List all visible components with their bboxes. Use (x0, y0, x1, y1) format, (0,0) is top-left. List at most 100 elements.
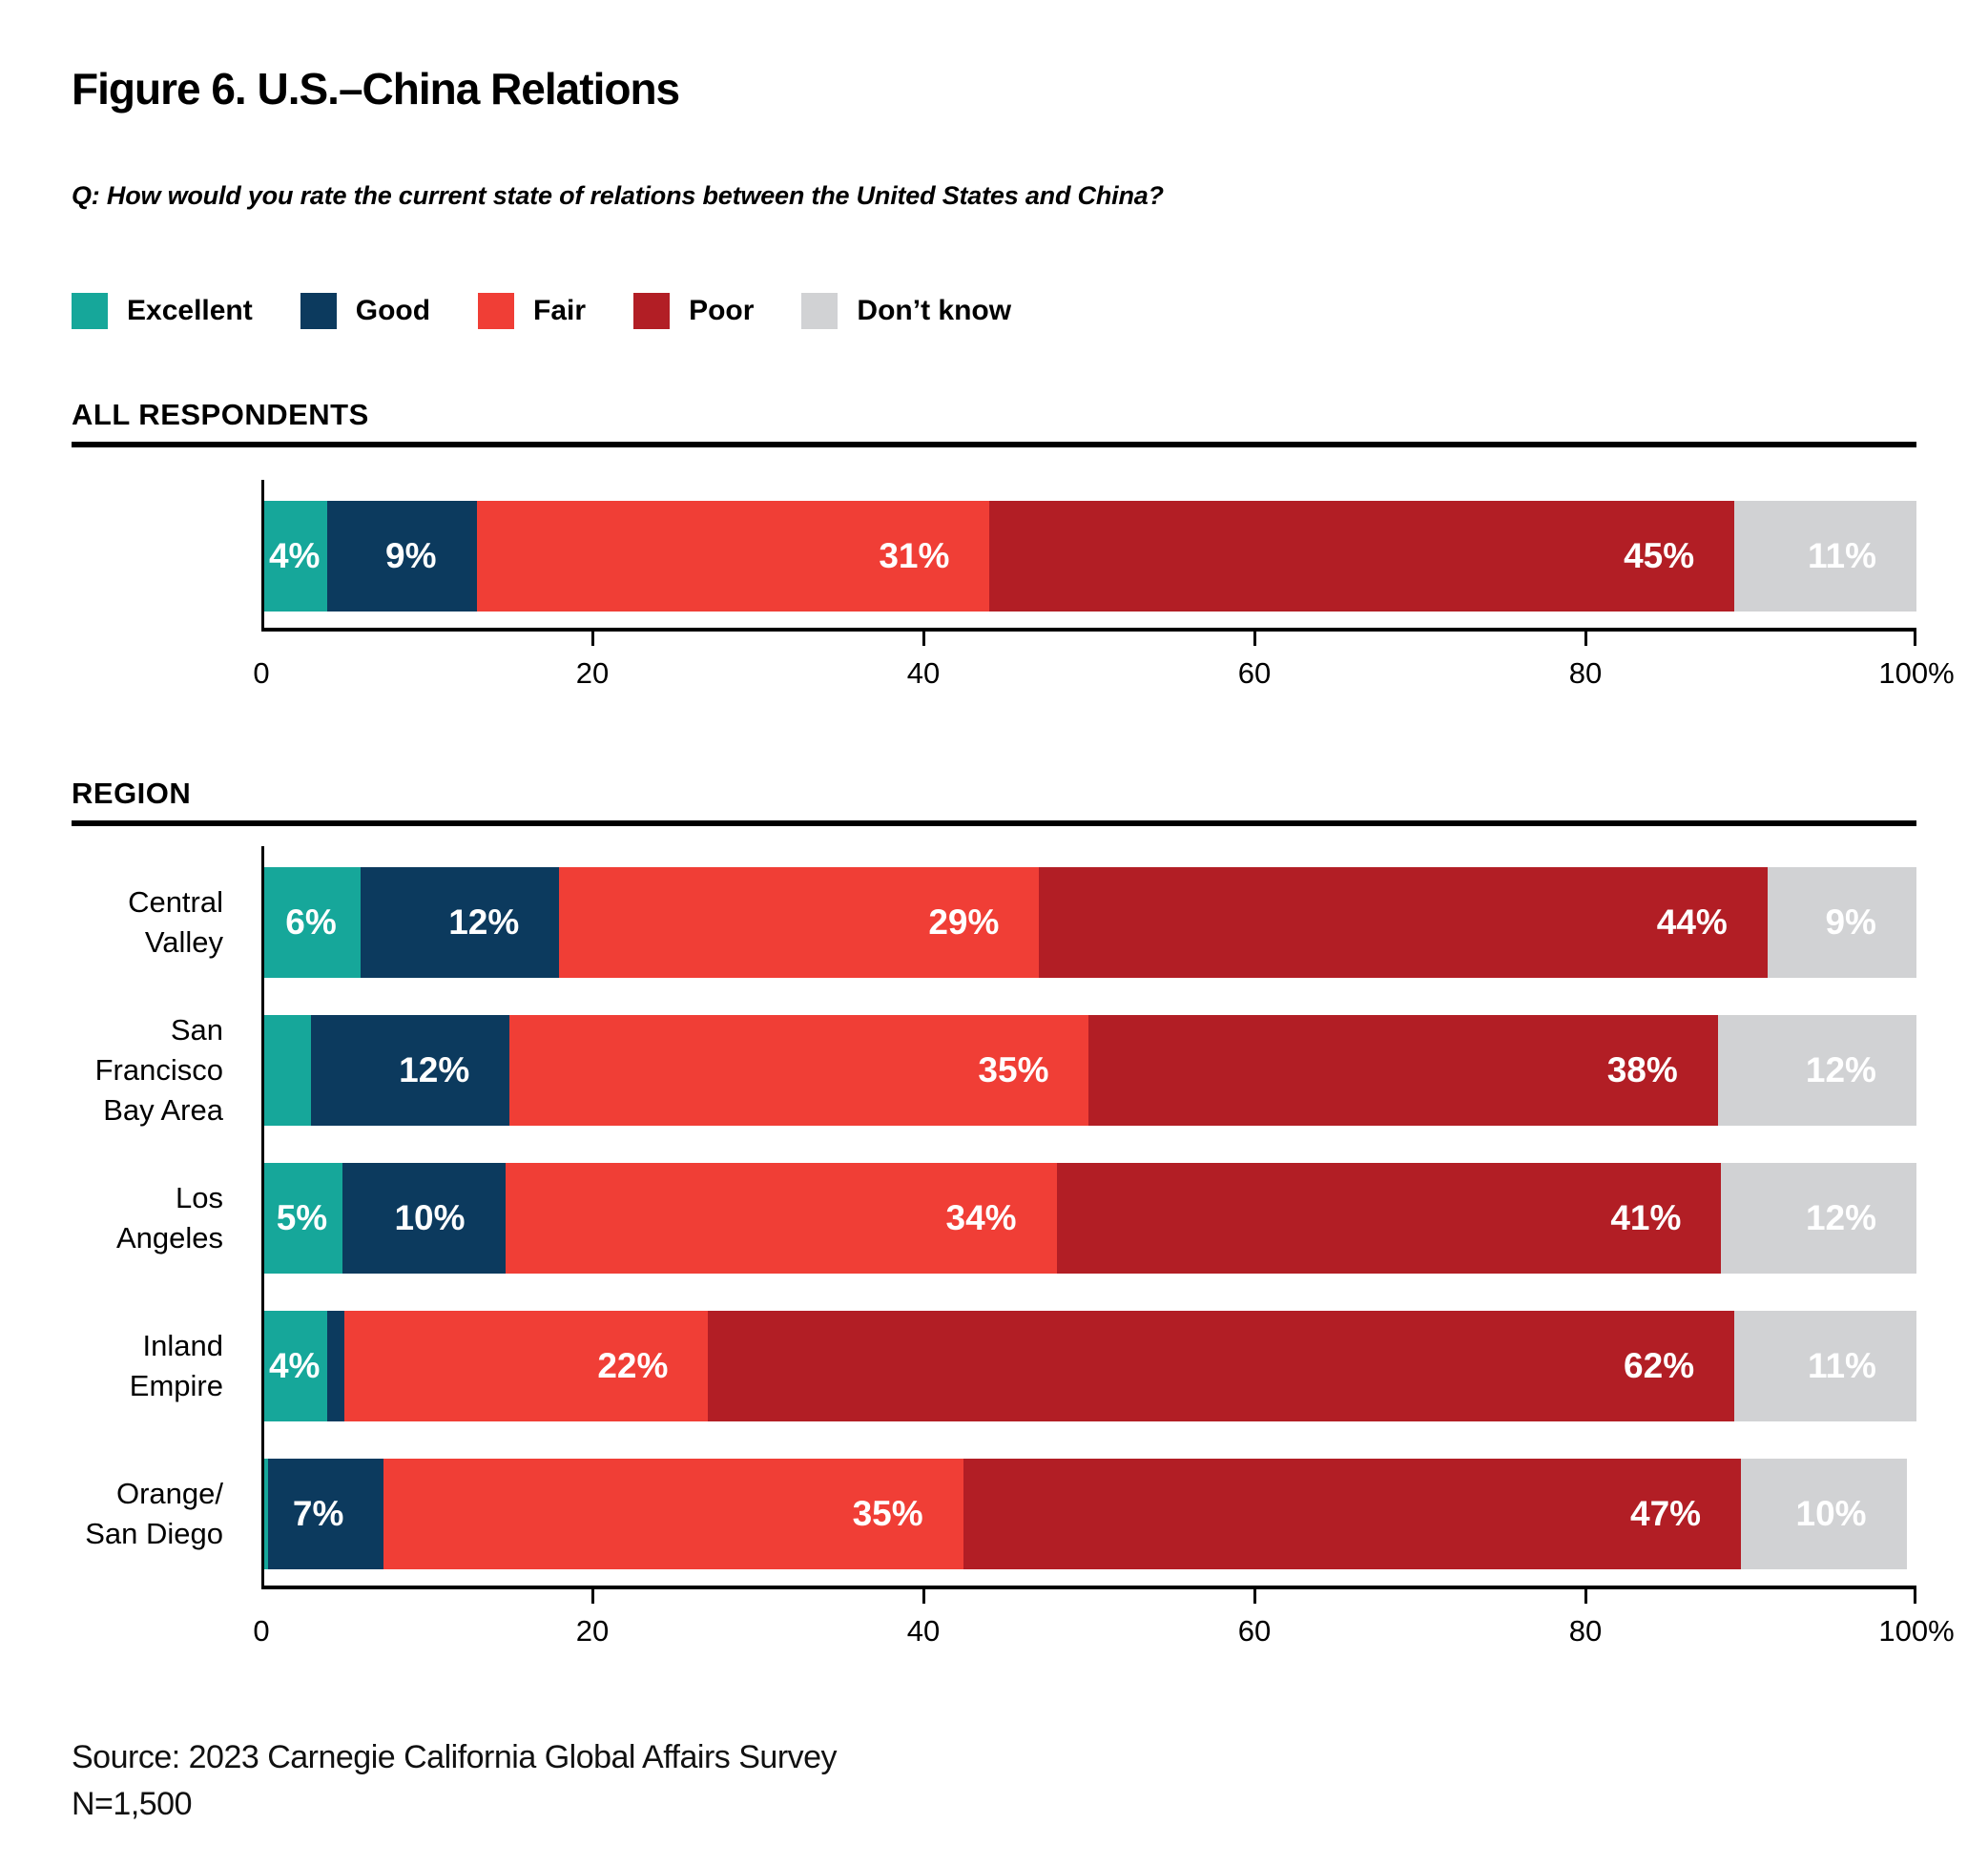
x-axis-tick-label: 0 (253, 1614, 270, 1648)
category-label: San Francisco Bay Area (94, 1013, 223, 1127)
segment-value-label: 9% (1825, 902, 1876, 942)
source-note: Source: 2023 Carnegie California Global … (72, 1734, 1916, 1829)
segment-dont-know: 11% (1734, 1311, 1916, 1421)
segment-poor: 45% (989, 501, 1735, 612)
section-header-region: REGION (72, 777, 192, 810)
x-axis-tick (1914, 1589, 1916, 1604)
segment-dont-know: 11% (1734, 501, 1916, 612)
category-label: Inland Empire (129, 1329, 223, 1402)
legend-item-fair: Fair (478, 293, 586, 329)
category-label: Orange/ San Diego (85, 1477, 223, 1550)
chart-all-respondents: 4% 9% 31% 45% 11% 0 20 40 60 80 100% (72, 480, 1955, 708)
x-axis-tick-label: 20 (575, 656, 610, 690)
legend-label-dont-know: Don’t know (857, 295, 1012, 326)
x-axis-tick-label: 100% (1878, 656, 1955, 690)
x-axis-tick (1584, 632, 1587, 646)
x-axis-line (261, 628, 1916, 632)
segment-value-label: 12% (1805, 1050, 1876, 1089)
segment-excellent: 6% (261, 867, 362, 978)
segment-fair: 35% (383, 1459, 963, 1569)
sample-size: N=1,500 (72, 1786, 193, 1823)
x-axis-tick (1584, 1589, 1587, 1604)
stacked-bar: 12% 35% 38% 12% (261, 1015, 1916, 1126)
segment-value-label: 35% (978, 1050, 1049, 1089)
segment-good: 12% (311, 1015, 510, 1126)
segment-fair: 31% (476, 501, 990, 612)
segment-fair: 34% (505, 1163, 1057, 1274)
x-axis-tick-label: 60 (1237, 1614, 1272, 1648)
legend-swatch-good (300, 293, 337, 329)
segment-value-label: 10% (394, 1198, 466, 1237)
segment-dont-know: 12% (1721, 1163, 1917, 1274)
section-region: REGION Central Valley 6% 12% 29% 44% 9% San Fr… (72, 777, 1955, 1666)
chart-region: Central Valley 6% 12% 29% 44% 9% San Francisco… (72, 846, 1955, 1666)
segment-dont-know: 9% (1767, 867, 1916, 978)
segment-poor: 41% (1056, 1163, 1722, 1274)
segment-value-label: 5% (276, 1198, 328, 1237)
legend-swatch-poor (633, 293, 671, 329)
stacked-bar: 6% 12% 29% 44% 9% (261, 867, 1916, 978)
segment-value-label: 34% (945, 1198, 1017, 1237)
category-label: Los Angeles (115, 1181, 223, 1254)
segment-excellent: 4% (261, 501, 328, 612)
segment-value-label: 11% (1807, 536, 1876, 575)
segment-value-label: 4% (268, 536, 321, 575)
segment-excellent: 4% (261, 1311, 328, 1421)
chart-plot: 4% 9% 31% 45% 11% (72, 480, 1916, 628)
source-line: Source: 2023 Carnegie California Global … (72, 1739, 838, 1775)
segment-value-label: 6% (285, 902, 337, 942)
x-axis-tick (1253, 632, 1256, 646)
segment-value-label: 38% (1606, 1050, 1678, 1089)
x-axis-line (261, 1586, 1916, 1589)
x-axis-tick (922, 632, 925, 646)
legend: Excellent Good Fair Poor Don’t know (72, 293, 1916, 329)
segment-good (327, 1311, 344, 1421)
segment-value-label: 11% (1807, 1346, 1876, 1385)
x-axis: 0 20 40 60 80 100% (253, 628, 1955, 708)
segment-dont-know: 12% (1717, 1015, 1916, 1126)
segment-good: 9% (327, 501, 477, 612)
x-axis-tick (590, 1589, 594, 1604)
segment-dont-know: 10% (1741, 1459, 1907, 1569)
stacked-bar: 4% 22% 62% 11% (261, 1311, 1916, 1421)
bar-row: Orange/ San Diego 7% 35% 47% 10% (72, 1459, 1916, 1569)
segment-value-label: 9% (385, 536, 437, 575)
segment-value-label: 12% (399, 1050, 470, 1089)
segment-excellent: 5% (261, 1163, 342, 1274)
x-axis-tick (1253, 1589, 1256, 1604)
figure-title: Figure 6. U.S.–China Relations (72, 64, 680, 114)
category-label (72, 501, 261, 612)
segment-poor: 62% (708, 1311, 1735, 1421)
segment-value-label: 29% (928, 902, 1000, 942)
x-axis-tick (590, 632, 594, 646)
y-axis-line (261, 480, 264, 628)
legend-item-good: Good (300, 293, 430, 329)
stacked-bar: 5% 10% 34% 41% 12% (261, 1163, 1917, 1274)
x-axis-tick-label: 80 (1568, 1614, 1603, 1648)
segment-poor: 38% (1088, 1015, 1718, 1126)
segment-excellent (261, 1459, 268, 1569)
segment-fair: 22% (343, 1311, 709, 1421)
x-axis-tick-label: 80 (1568, 656, 1603, 690)
x-axis-tick-label: 60 (1237, 656, 1272, 690)
segment-value-label: 47% (1630, 1494, 1702, 1533)
segment-poor: 44% (1039, 867, 1768, 978)
stacked-bar: 7% 35% 47% 10% (261, 1459, 1916, 1569)
bar-row: Los Angeles 5% 10% 34% 41% 12% (72, 1163, 1917, 1274)
legend-item-poor: Poor (633, 293, 754, 329)
segment-value-label: 41% (1610, 1198, 1682, 1237)
segment-value-label: 44% (1656, 902, 1728, 942)
x-axis-tick (1914, 632, 1916, 646)
x-axis-tick-label: 20 (575, 1614, 610, 1648)
legend-label-fair: Fair (533, 295, 587, 326)
y-axis-line (261, 846, 264, 1586)
segment-value-label: 62% (1624, 1346, 1695, 1385)
x-axis-tick-label: 0 (253, 656, 270, 690)
x-axis-tick-label: 40 (906, 1614, 941, 1648)
x-axis-tick-label: 40 (906, 656, 941, 690)
x-axis: 0 20 40 60 80 100% (253, 1586, 1955, 1666)
bar-row: San Francisco Bay Area 12% 35% 38% 12% (72, 1013, 1916, 1127)
chart-plot: Central Valley 6% 12% 29% 44% 9% San Francisco… (72, 846, 1917, 1586)
segment-poor: 47% (963, 1459, 1742, 1569)
bar-row: 4% 9% 31% 45% 11% (72, 501, 1916, 612)
